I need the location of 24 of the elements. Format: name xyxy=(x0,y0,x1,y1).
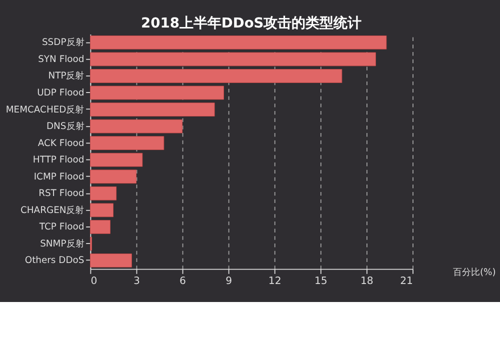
y-tick-label: ACK Flood xyxy=(38,138,84,149)
x-tick-label: 0 xyxy=(90,276,98,288)
x-axis-title: 百分比(%) xyxy=(452,266,496,278)
x-tick-label: 21 xyxy=(400,276,413,288)
y-tick-label: UDP Flood xyxy=(37,88,84,99)
y-tick-label: TCP Flood xyxy=(38,222,84,233)
y-tick-label: Others DDoS xyxy=(24,255,84,266)
y-tick-label: NTP反射 xyxy=(48,70,84,82)
y-tick-label: ICMP Flood xyxy=(34,171,84,182)
x-tick-label: 3 xyxy=(134,276,140,288)
chart-title: 2018上半年DDoS攻击的类型统计 xyxy=(141,14,362,32)
x-tick-label: 18 xyxy=(360,276,374,288)
y-tick-label: DNS反射 xyxy=(46,121,84,132)
x-tick-label: 15 xyxy=(314,276,328,288)
y-tick-label: HTTP Flood xyxy=(32,154,84,166)
y-tick-label: MEMCACHED反射 xyxy=(6,104,84,116)
x-tick-label: 9 xyxy=(226,276,232,288)
y-tick-label: SYN Flood xyxy=(38,54,84,65)
x-tick-label: 6 xyxy=(180,276,186,288)
y-tick-label: RST Flood xyxy=(38,188,84,200)
y-tick-label: SSDP反射 xyxy=(42,37,84,48)
y-tick-label: CHARGEN反射 xyxy=(20,204,84,216)
x-tick-label: 12 xyxy=(268,276,282,288)
y-tick-label: SNMP反射 xyxy=(40,238,84,250)
